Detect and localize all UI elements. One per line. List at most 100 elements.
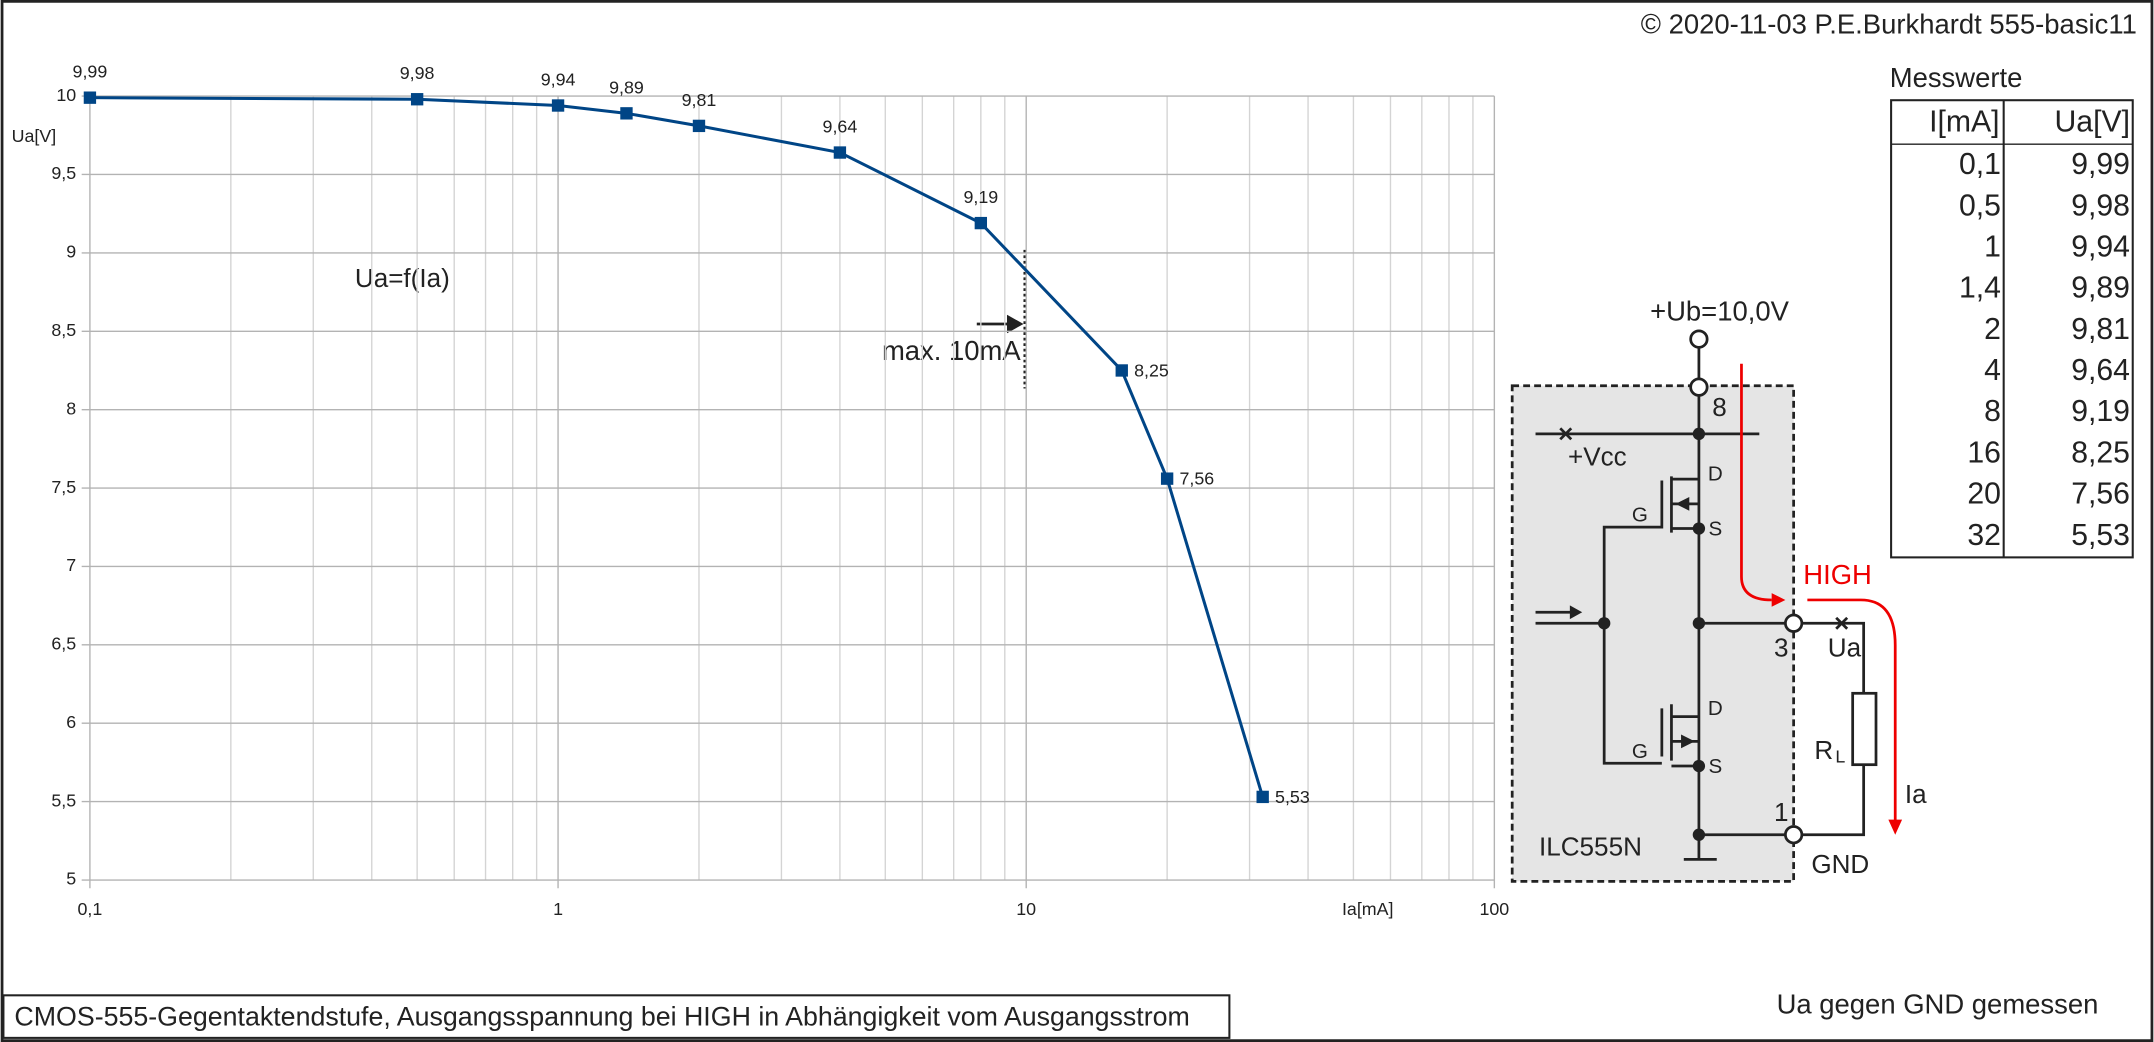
wires <box>1535 347 1866 861</box>
ic-box <box>1510 384 1796 883</box>
y-tick-label: 6 <box>66 712 76 732</box>
x-tick-label: 10 <box>1016 899 1036 919</box>
data-point <box>1256 790 1269 804</box>
data-label: 7,56 <box>1179 469 1214 489</box>
current-path <box>1740 363 1897 821</box>
circuit-label: D <box>1708 462 1723 485</box>
circuit: +Ub=10,0V 8 +Vcc D S G D S G HIGH 3 Ua R L Ia 1 GND ILC55… <box>1510 295 1927 883</box>
circuit-label: 1 <box>1774 797 1789 827</box>
annotation: max. 10mA <box>882 335 1021 366</box>
data-point <box>974 216 988 230</box>
circuit-label: R <box>1814 735 1833 765</box>
table-header: Ua[V] <box>2054 106 2130 139</box>
data-point <box>833 146 847 159</box>
footnote: Ua gegen GND gemessen <box>1777 989 2099 1020</box>
table: I[mA] Ua[V] 0,1 9,99 0,5 9,98 1 9,94 1,4 9,89 2 9,8… <box>1929 106 2130 552</box>
circuit-label: GND <box>1811 849 1869 879</box>
table-cell: 0,1 <box>1959 148 2001 181</box>
y-tick-label: 9,5 <box>51 163 76 183</box>
chart-title: CMOS-555-Gegentaktendstufe, Ausgangsspan… <box>14 1002 1189 1032</box>
y-tick-label: 7,5 <box>51 477 76 497</box>
table-cell: 1 <box>1984 230 2001 263</box>
circuit-label: HIGH <box>1803 559 1872 590</box>
table-cell: 0,5 <box>1959 189 2001 222</box>
plot: 5 5,5 6 6,5 7 7,5 8 8,5 9 9,5 10 0,1 1 10 100 9,99 9,98 9… <box>51 62 1509 919</box>
circuit-label: +Ub=10,0V <box>1650 295 1790 326</box>
table-cell: 16 <box>1967 436 2001 469</box>
x-tick-label: 0,1 <box>78 899 103 919</box>
y-tick-label: 5 <box>66 869 76 889</box>
y-axis-label: Ua[V] <box>12 126 57 146</box>
limit-arrow <box>976 314 1024 334</box>
junctions <box>1598 427 1706 841</box>
table-cell: 4 <box>1984 354 2001 387</box>
table-cell: 8 <box>1984 395 2001 428</box>
table-cell: 9,89 <box>2071 272 2130 305</box>
data-label: 9,81 <box>682 90 717 110</box>
data-point <box>1115 364 1128 377</box>
data-label: 9,94 <box>541 70 576 90</box>
x-tick-label: 100 <box>1479 899 1509 919</box>
data-point <box>692 119 706 133</box>
table-cell: 20 <box>1967 478 2001 511</box>
y-tick-label: 5,5 <box>51 790 76 810</box>
x-axis-label: Ia[mA] <box>1342 899 1394 919</box>
circuit-label: D <box>1708 697 1723 720</box>
y-tick-label: 6,5 <box>51 634 76 654</box>
data-point <box>410 93 424 106</box>
data-point <box>551 99 565 112</box>
data-label: 9,19 <box>963 187 998 207</box>
data-label: 5,53 <box>1275 787 1310 807</box>
table-cell: 2 <box>1984 313 2001 346</box>
table-cell: 9,81 <box>2071 313 2130 346</box>
annotation: Ua=f(Ia) <box>355 263 450 293</box>
y-tick-label: 9 <box>66 242 76 262</box>
y-tick-label: 10 <box>56 85 76 105</box>
table-cell: 9,19 <box>2071 395 2130 428</box>
circuit-label: Ua <box>1828 632 1862 662</box>
table-cell: 7,56 <box>2071 478 2130 511</box>
table-header: I[mA] <box>1929 106 1999 139</box>
y-tick-label: 8 <box>66 398 76 418</box>
circuit-label: G <box>1632 740 1648 763</box>
resistor <box>1851 691 1878 767</box>
data-label: 9,89 <box>609 77 644 97</box>
table-cell: 9,64 <box>2071 354 2130 387</box>
circuit-label: L <box>1835 747 1845 767</box>
data-point <box>83 91 97 104</box>
circuit-label: 3 <box>1774 632 1789 662</box>
circuit-label: +Vcc <box>1568 441 1627 471</box>
data-label: 9,64 <box>823 117 858 137</box>
circuit-label: S <box>1709 755 1723 778</box>
copyright: © 2020-11-03 P.E.Burkhardt 555-basic11 <box>1641 8 2137 39</box>
terminals <box>1689 329 1804 845</box>
circuit-label: G <box>1632 504 1648 527</box>
table-cell: 32 <box>1967 519 2001 552</box>
data-label: 8,25 <box>1134 361 1169 381</box>
table-title: Messwerte <box>1890 62 2023 93</box>
y-tick-label: 8,5 <box>51 320 76 340</box>
data-point <box>1160 472 1174 485</box>
x-tick-label: 1 <box>553 899 563 919</box>
data-label: 9,99 <box>73 62 108 82</box>
table-cell: 9,99 <box>2071 148 2130 181</box>
table-cell: 9,98 <box>2071 189 2130 222</box>
data-point <box>620 107 633 120</box>
table-cell: 5,53 <box>2071 519 2130 552</box>
circuit-labels: +Ub=10,0V 8 +Vcc D S G D S G HIGH 3 Ua R L Ia 1 GND ILC55… <box>1539 295 1927 879</box>
table-cell: 8,25 <box>2071 436 2130 469</box>
table-cell: 9,94 <box>2071 230 2130 263</box>
title-box <box>2 994 1231 1039</box>
table-cell: 1,4 <box>1959 272 2001 305</box>
circuit-label: S <box>1709 517 1723 540</box>
y-tick-label: 7 <box>66 555 76 575</box>
circuit-label: 8 <box>1712 392 1727 422</box>
table-box <box>1890 99 2134 559</box>
series-line <box>89 96 1265 798</box>
circuit-label: ILC555N <box>1539 831 1642 861</box>
circuit-label: Ia <box>1905 779 1927 809</box>
data-label: 9,98 <box>400 63 435 83</box>
